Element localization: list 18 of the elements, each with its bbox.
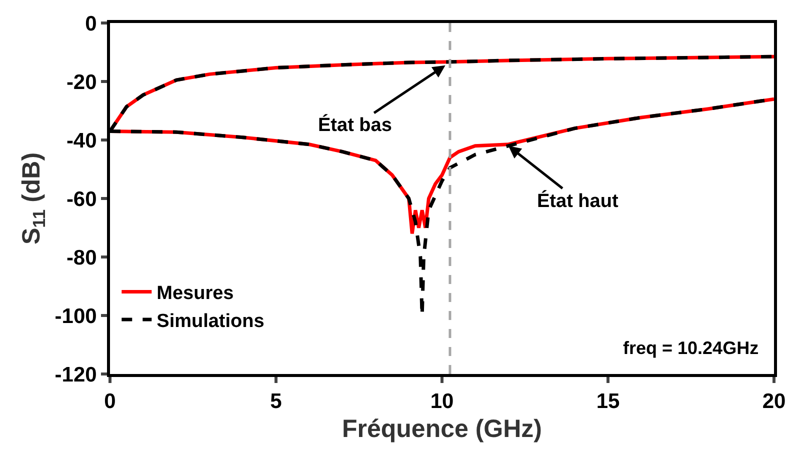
x-tick-label: 0: [104, 390, 116, 414]
annotation: État haut: [537, 190, 619, 212]
y-tick-label: -60: [66, 188, 97, 211]
annotation: freq = 10.24GHz: [623, 338, 759, 358]
legend-label: Mesures: [156, 283, 234, 304]
annotation: État bas: [318, 114, 392, 136]
x-tick-label: 15: [596, 390, 620, 414]
x-axis-title: Fréquence (GHz): [342, 415, 542, 444]
x-tick-label: 10: [430, 390, 454, 414]
y-tick-label: -100: [54, 304, 97, 328]
y-tick-label: -40: [66, 129, 97, 152]
x-tick-label: 20: [762, 390, 786, 414]
y-tick-label: -20: [66, 70, 97, 94]
y-tick-label: -120: [54, 363, 97, 386]
legend-label: Simulations: [156, 310, 264, 332]
y-tick-label: 0: [85, 12, 97, 36]
x-tick-label: 5: [270, 390, 282, 414]
y-tick-label: -80: [66, 246, 97, 270]
